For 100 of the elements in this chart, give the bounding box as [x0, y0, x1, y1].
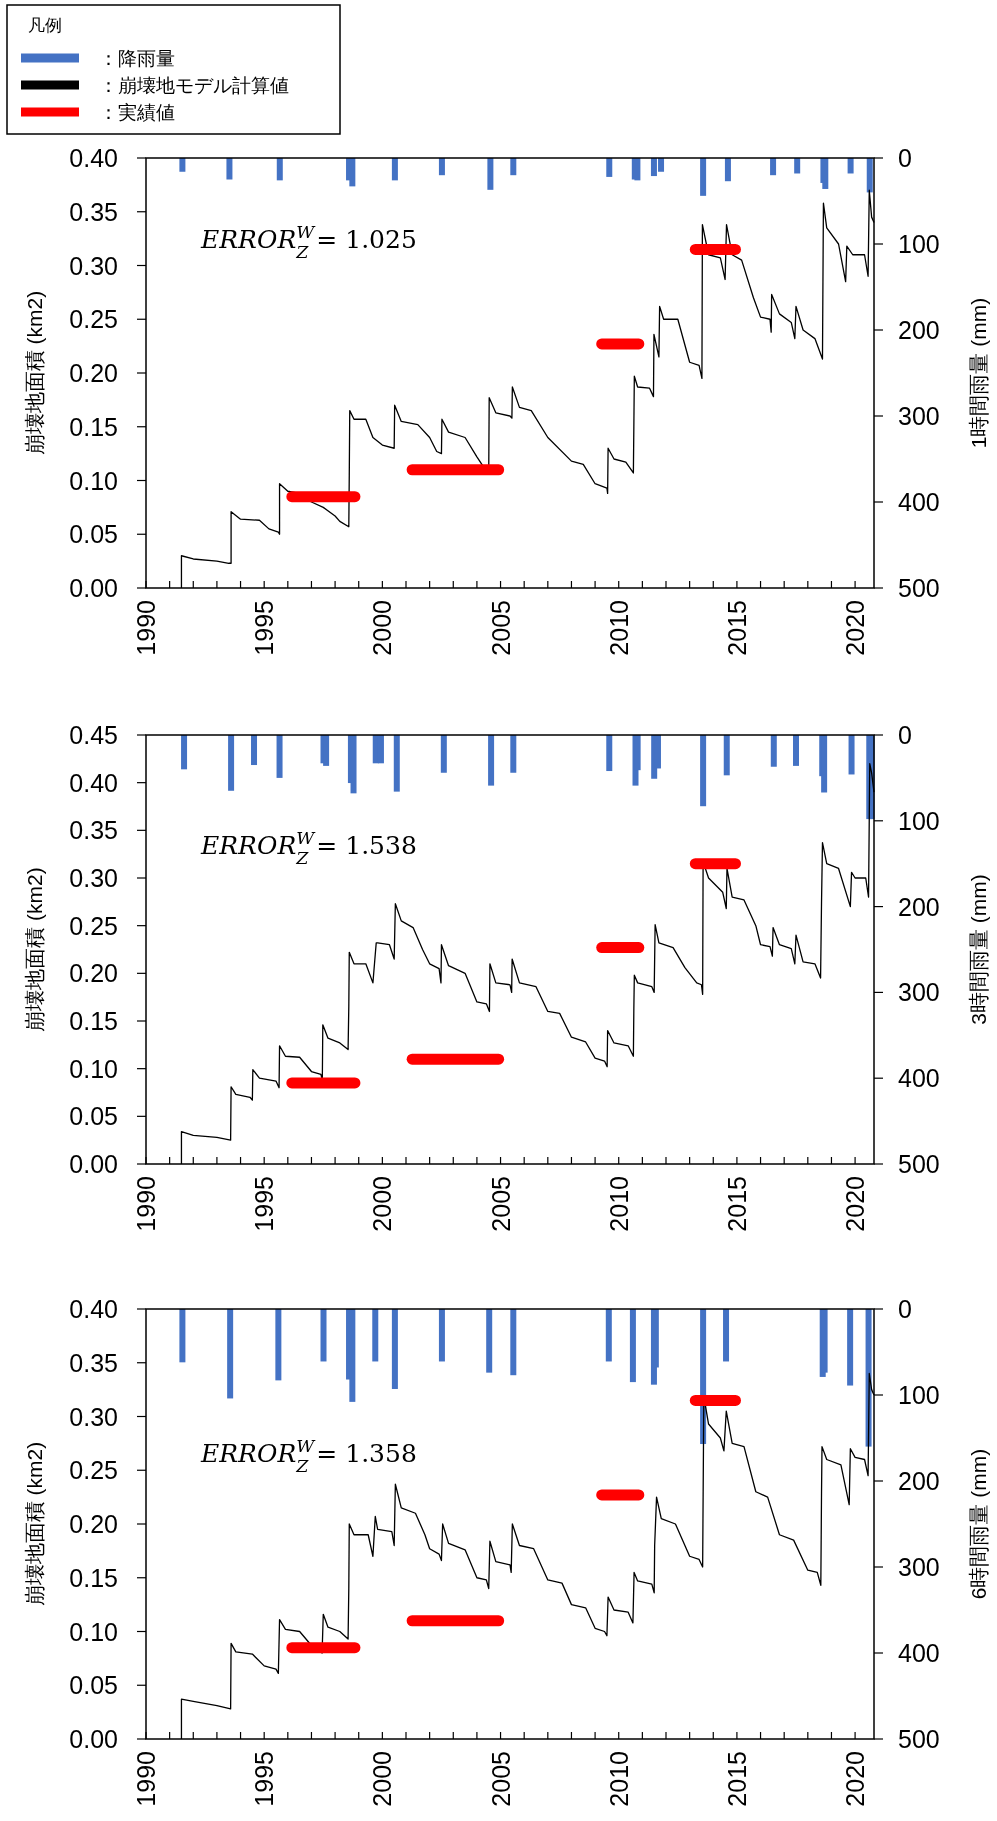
y-axis-title: 崩壊地面積 (km2): [22, 867, 46, 1032]
x-tick-label: 1995: [250, 600, 279, 656]
bar: [377, 735, 384, 764]
y2-tick-label: 0: [898, 721, 912, 749]
x-tick-label: 2020: [841, 600, 870, 656]
x-tick-label: 2015: [722, 1176, 751, 1232]
y-tick-label: 0.10: [69, 1054, 118, 1083]
x-tick-label: 2000: [368, 1751, 397, 1807]
x-tick-label: 2005: [486, 1751, 515, 1807]
bar: [486, 1309, 493, 1373]
bar: [821, 735, 828, 793]
y-tick-label: 0.25: [69, 305, 118, 334]
bar: [179, 1309, 186, 1363]
y-tick-label: 0.15: [69, 1563, 118, 1592]
bar: [227, 1309, 234, 1399]
bar: [700, 735, 707, 807]
annotation: ERROR$^{W}$$_{Z}$ = 1.538: [200, 828, 417, 868]
legend-label: ：実績値: [99, 101, 175, 123]
y-tick-label: 0.05: [69, 1102, 118, 1131]
y-tick-label: 0.00: [69, 574, 118, 602]
bar: [488, 735, 495, 786]
x-tick-label: 1990: [132, 1751, 160, 1807]
bar: [391, 1309, 398, 1389]
y-tick-label: 0.25: [69, 911, 118, 940]
legend-title: 凡例: [28, 16, 62, 35]
y-tick-label: 0.40: [69, 768, 118, 797]
bar: [848, 735, 855, 775]
x-tick-label: 1995: [250, 1751, 279, 1807]
y2-tick-label: 300: [898, 402, 940, 430]
y-tick-label: 0.20: [69, 1510, 118, 1538]
x-tick-label: 2020: [841, 1176, 870, 1232]
y-tick-label: 0.30: [69, 251, 118, 280]
y-tick-label: 0.00: [69, 1150, 118, 1178]
y-tick-label: 0.10: [69, 1617, 118, 1646]
bar: [181, 735, 188, 770]
y2-axis-title: 1時間雨量 (mm): [966, 297, 990, 449]
x-tick-label: 2020: [841, 1751, 870, 1807]
y-tick-label: 0.30: [69, 864, 118, 892]
y-tick-label: 0.00: [69, 1725, 118, 1753]
x-tick-label: 2010: [604, 1751, 633, 1807]
y2-tick-label: 200: [898, 316, 940, 344]
bar: [606, 735, 613, 772]
legend-label: ：降雨量: [99, 47, 175, 69]
x-tick-label: 2015: [722, 600, 751, 656]
y2-tick-label: 100: [898, 230, 940, 258]
x-tick-label: 2005: [486, 1176, 515, 1232]
x-tick-label: 1995: [250, 1176, 279, 1232]
y2-tick-label: 400: [898, 488, 940, 516]
y2-tick-label: 100: [898, 1381, 940, 1409]
x-tick-label: 2000: [368, 1176, 397, 1232]
y-tick-label: 0.25: [69, 1456, 118, 1485]
y2-axis-title: 3時間雨量 (mm): [966, 874, 990, 1025]
y2-tick-label: 400: [898, 1639, 940, 1667]
bar: [276, 735, 283, 778]
y-axis-title: 崩壊地面積 (km2): [22, 1441, 46, 1607]
y-tick-label: 0.15: [69, 412, 118, 441]
y2-tick-label: 500: [898, 574, 940, 602]
y2-tick-label: 200: [898, 892, 940, 921]
x-tick-label: 1990: [132, 600, 160, 656]
y2-tick-label: 400: [898, 1064, 940, 1093]
x-tick-label: 2015: [722, 1751, 751, 1807]
y-tick-label: 0.05: [69, 1671, 118, 1700]
y-axis-title: 崩壊地面積 (km2): [22, 290, 46, 456]
y2-axis-title: 6時間雨量 (mm): [966, 1448, 990, 1600]
y-tick-label: 0.20: [69, 959, 118, 988]
bar: [629, 1309, 636, 1383]
bar: [349, 1309, 356, 1402]
bar: [793, 735, 799, 766]
x-tick-label: 2000: [368, 600, 397, 656]
y-tick-label: 0.20: [69, 359, 118, 387]
bar: [393, 735, 400, 792]
bar: [605, 1309, 612, 1362]
y-tick-label: 0.45: [69, 721, 118, 749]
x-tick-label: 1990: [132, 1176, 160, 1232]
bar: [723, 1309, 730, 1362]
y-tick-label: 0.30: [69, 1402, 118, 1431]
y2-tick-label: 500: [898, 1725, 940, 1753]
legend-label: ：崩壊地モデル計算値: [99, 74, 289, 96]
y-tick-label: 0.35: [69, 197, 118, 226]
bar: [251, 735, 258, 766]
x-tick-label: 2010: [604, 600, 633, 656]
annotation: ERROR$^{W}$$_{Z}$ = 1.358: [200, 1436, 417, 1476]
bar: [440, 735, 447, 773]
bar: [770, 735, 777, 767]
y-tick-label: 0.35: [69, 1348, 118, 1377]
y2-tick-label: 0: [898, 1295, 912, 1323]
bar: [510, 1309, 517, 1376]
bar: [723, 735, 730, 776]
y-tick-label: 0.40: [69, 144, 118, 172]
bar: [320, 1309, 327, 1362]
y2-tick-label: 100: [898, 806, 940, 835]
bar: [350, 735, 357, 794]
annotation: ERROR$^{W}$$_{Z}$ = 1.025: [200, 222, 417, 262]
x-tick-label: 2010: [604, 1176, 633, 1232]
bar: [275, 1309, 282, 1381]
bar: [510, 735, 517, 773]
bar: [438, 1309, 445, 1362]
y-tick-label: 0.15: [69, 1007, 118, 1035]
y-tick-label: 0.40: [69, 1295, 118, 1323]
bar: [228, 735, 235, 791]
